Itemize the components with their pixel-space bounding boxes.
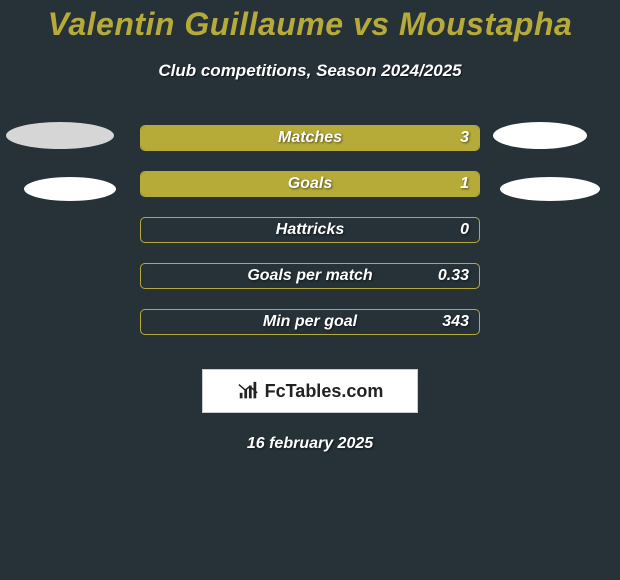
stat-row: Goals per match 0.33 xyxy=(0,253,620,299)
stat-label: Goals per match xyxy=(247,267,372,285)
stat-value: 3 xyxy=(460,129,469,147)
stats-container: Matches 3 Goals 1 Hattricks 0 Goals per match 0… xyxy=(0,115,620,345)
stat-bar: Min per goal 343 xyxy=(140,309,480,335)
stat-label: Min per goal xyxy=(263,313,357,331)
page-title: Valentin Guillaume vs Moustapha xyxy=(0,0,620,43)
decorative-ellipse xyxy=(24,177,116,201)
subtitle: Club competitions, Season 2024/2025 xyxy=(0,61,620,81)
stat-row: Min per goal 343 xyxy=(0,299,620,345)
decorative-ellipse xyxy=(500,177,600,201)
stat-bar: Matches 3 xyxy=(140,125,480,151)
stat-bar: Goals 1 xyxy=(140,171,480,197)
logo-text: FcTables.com xyxy=(265,381,384,402)
decorative-ellipse xyxy=(493,122,587,149)
stat-bar: Goals per match 0.33 xyxy=(140,263,480,289)
bar-chart-icon xyxy=(237,380,259,402)
stat-row: Hattricks 0 xyxy=(0,207,620,253)
stat-label: Matches xyxy=(278,129,342,147)
stat-label: Hattricks xyxy=(276,221,344,239)
stat-bar: Hattricks 0 xyxy=(140,217,480,243)
stat-value: 1 xyxy=(460,175,469,193)
stat-value: 343 xyxy=(442,313,469,331)
stat-value: 0 xyxy=(460,221,469,239)
fctables-logo: FcTables.com xyxy=(202,369,418,413)
date-label: 16 february 2025 xyxy=(0,435,620,453)
decorative-ellipse xyxy=(6,122,114,149)
stat-label: Goals xyxy=(288,175,332,193)
stat-value: 0.33 xyxy=(438,267,469,285)
